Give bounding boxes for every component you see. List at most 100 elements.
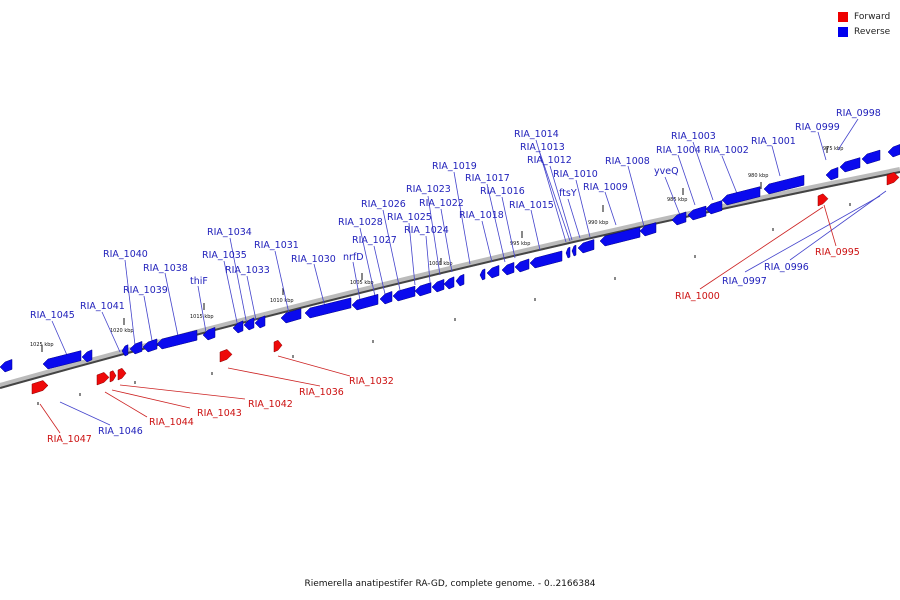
reverse-gene-arrow[interactable]	[763, 174, 805, 195]
gene-label[interactable]: RIA_1025	[387, 212, 432, 223]
tick-label: 1010 kbp	[270, 298, 294, 304]
gene-label[interactable]: RIA_1022	[419, 198, 464, 209]
gene-label[interactable]: RIA_1033	[225, 265, 270, 276]
gene-label[interactable]: RIA_1042	[248, 399, 293, 410]
gene-label[interactable]: nrfD	[343, 252, 364, 263]
reverse-gene-arrow[interactable]	[687, 205, 707, 221]
scale-ticks	[41, 146, 828, 352]
gene-label[interactable]: RIA_0996	[764, 262, 809, 273]
reverse-gene-arrow[interactable]	[705, 200, 723, 215]
reverse-gene-arrow[interactable]	[861, 149, 881, 165]
reverse-gene-arrow[interactable]	[486, 264, 500, 279]
reverse-gene-arrow[interactable]	[721, 186, 761, 206]
reverse-gene-arrow[interactable]	[839, 157, 861, 173]
gene-label[interactable]: ftsY	[559, 188, 577, 199]
gene-label[interactable]: yveQ	[654, 166, 679, 177]
reverse-gene-arrow[interactable]	[887, 144, 900, 158]
gene-label[interactable]: RIA_1012	[527, 155, 572, 166]
reverse-gene-arrow[interactable]	[351, 293, 379, 311]
gene-label[interactable]: RIA_1031	[254, 240, 299, 251]
gene-label[interactable]: RIA_1019	[432, 161, 477, 172]
gene-label[interactable]: RIA_1008	[605, 156, 650, 167]
forward-gene-arrow[interactable]	[273, 339, 283, 353]
reverse-gene-arrow[interactable]	[479, 268, 486, 281]
reverse-gene-arrow[interactable]	[142, 338, 158, 353]
gene-label[interactable]: RIA_0997	[722, 276, 767, 287]
reverse-gene-arrow[interactable]	[379, 290, 393, 305]
gene-label[interactable]: RIA_1016	[480, 186, 525, 197]
gene-label[interactable]: RIA_1013	[520, 142, 565, 153]
gene-label[interactable]: RIA_1034	[207, 227, 252, 238]
reverse-gene-arrow[interactable]	[42, 350, 82, 370]
gene-label[interactable]: RIA_1036	[299, 387, 344, 398]
gene-label[interactable]: RIA_1040	[103, 249, 148, 260]
reverse-gene-arrow[interactable]	[571, 244, 577, 257]
reverse-gene-arrow[interactable]	[501, 261, 515, 276]
gene-label[interactable]: RIA_0999	[795, 122, 840, 133]
gene-label[interactable]: RIA_1010	[553, 169, 598, 180]
reverse-gene-arrow[interactable]	[156, 329, 198, 350]
gene-label[interactable]: thiF	[190, 276, 208, 287]
legend-forward-label: Forward	[854, 11, 891, 22]
forward-gene-arrow[interactable]	[109, 370, 117, 383]
reverse-gene-arrow[interactable]	[529, 250, 563, 269]
gene-label[interactable]: RIA_1046	[98, 426, 143, 437]
gene-label[interactable]: RIA_1035	[202, 250, 247, 261]
forward-gene-arrow[interactable]	[219, 349, 233, 363]
reverse-gene-arrow[interactable]	[254, 315, 266, 329]
gene-label[interactable]: RIA_1045	[30, 310, 75, 321]
reverse-gene-arrow[interactable]	[639, 222, 657, 237]
gene-label[interactable]: RIA_1028	[338, 217, 383, 228]
reverse-gene-arrow[interactable]	[599, 226, 641, 247]
reverse-gene-arrow[interactable]	[129, 340, 143, 355]
gene-label[interactable]: RIA_1043	[197, 408, 242, 419]
reverse-gene-arrow[interactable]	[280, 308, 302, 324]
gene-label[interactable]: RIA_1014	[514, 129, 559, 140]
reverse-gene-arrow[interactable]	[202, 326, 216, 341]
gene-label[interactable]: RIA_1018	[459, 210, 504, 221]
forward-gene-arrow[interactable]	[117, 367, 127, 381]
gene-label[interactable]: RIA_0998	[836, 108, 881, 119]
gene-label[interactable]: RIA_0995	[815, 247, 860, 258]
forward-gene-arrow[interactable]	[96, 372, 110, 386]
gene-label[interactable]: RIA_1038	[143, 263, 188, 274]
gene-label[interactable]: RIA_1004	[656, 145, 701, 156]
reverse-gene-arrow[interactable]	[671, 211, 687, 226]
tick-label: 1015 kbp	[190, 314, 214, 320]
reverse-gene-arrow[interactable]	[514, 258, 530, 273]
forward-gene-arrow[interactable]	[31, 380, 49, 395]
reverse-gene-arrow[interactable]	[121, 344, 129, 357]
reverse-gene-arrow[interactable]	[414, 282, 432, 297]
gene-label[interactable]: RIA_1001	[751, 136, 796, 147]
gene-label[interactable]: RIA_1002	[704, 145, 749, 156]
gene-label[interactable]: RIA_1015	[509, 200, 554, 211]
gene-label[interactable]: RIA_1041	[80, 301, 125, 312]
reverse-gene-arrow[interactable]	[431, 278, 445, 293]
gene-label[interactable]: RIA_1024	[404, 225, 449, 236]
reverse-gene-arrow[interactable]	[243, 317, 255, 331]
gene-label[interactable]: RIA_1000	[675, 291, 720, 302]
reverse-gene-arrow[interactable]	[455, 273, 465, 287]
gene-label[interactable]: RIA_1044	[149, 417, 194, 428]
reverse-gene-arrow[interactable]	[825, 166, 839, 181]
reverse-gene-arrow[interactable]	[0, 358, 13, 373]
reverse-gene-arrow[interactable]	[577, 239, 595, 254]
gene-label[interactable]: RIA_1017	[465, 173, 510, 184]
gene-label[interactable]: RIA_1023	[406, 184, 451, 195]
reverse-gene-arrow[interactable]	[81, 349, 93, 363]
reverse-gene-arrow[interactable]	[304, 297, 352, 319]
gene-label[interactable]: RIA_1032	[349, 376, 394, 387]
gene-label[interactable]: RIA_1027	[352, 235, 397, 246]
gene-label[interactable]: RIA_1047	[47, 434, 92, 445]
reverse-gene-arrow[interactable]	[392, 285, 416, 302]
reverse-gene-arrow[interactable]	[443, 276, 455, 290]
gene-label[interactable]: RIA_1039	[123, 285, 168, 296]
gene-label[interactable]: RIA_1003	[671, 131, 716, 142]
gene-label[interactable]: RIA_1026	[361, 199, 406, 210]
gene-label[interactable]: RIA_1009	[583, 182, 628, 193]
forward-gene-arrow[interactable]	[886, 172, 900, 186]
reverse-gene-arrow[interactable]	[232, 320, 244, 334]
gene-label[interactable]: RIA_1030	[291, 254, 336, 265]
reverse-gene-arrow[interactable]	[565, 246, 571, 259]
forward-gene-arrow[interactable]	[817, 193, 829, 207]
